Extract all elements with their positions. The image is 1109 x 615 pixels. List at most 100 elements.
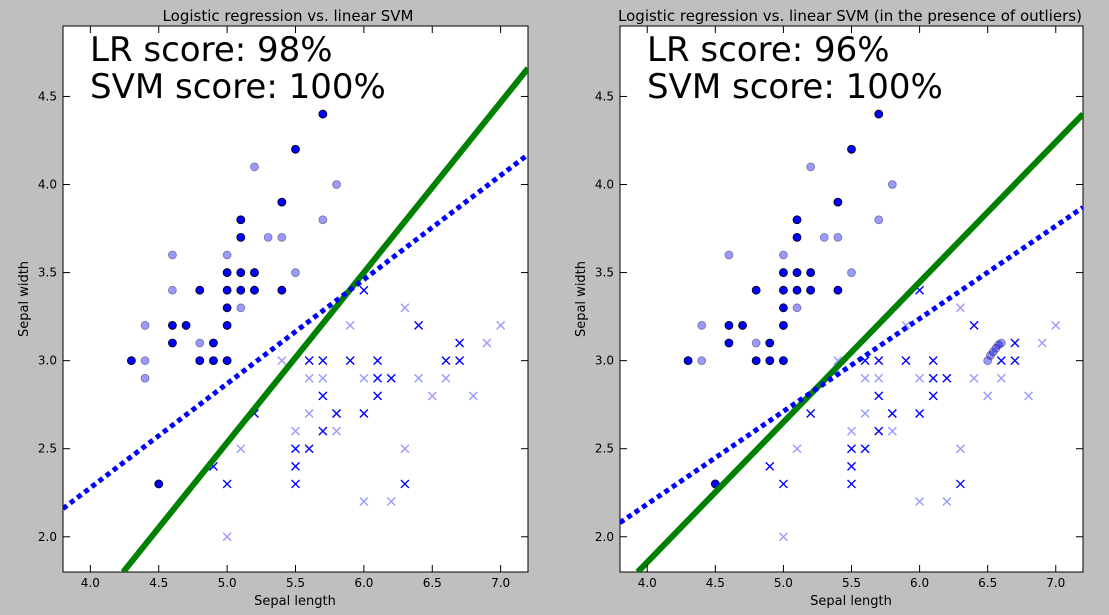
x-tick-label: 6.5: [423, 576, 442, 590]
point-x: [860, 356, 870, 366]
point-circle-faded: [332, 180, 341, 189]
point-x-faded: [359, 373, 369, 383]
point-circle-faded: [697, 321, 707, 330]
point-x-faded: [1037, 338, 1047, 348]
point-circle: [847, 144, 856, 154]
point-x: [291, 479, 300, 489]
point-x: [1010, 356, 1020, 366]
point-x: [765, 461, 775, 471]
point-circle: [195, 356, 205, 366]
y-tick-label: 4.5: [595, 89, 614, 103]
point-x-faded: [969, 373, 979, 383]
point-circle: [765, 356, 775, 366]
point-x: [318, 356, 328, 366]
point-circle-faded: [833, 232, 843, 242]
point-circle-faded: [222, 250, 232, 260]
y-tick-label: 2.0: [595, 530, 614, 544]
point-circle: [236, 232, 246, 242]
plot-area: [62, 25, 529, 573]
point-x: [928, 356, 938, 366]
point-x-faded: [942, 497, 952, 507]
point-circle: [222, 268, 232, 277]
x-tick-label: 6.0: [910, 576, 929, 590]
point-circle-faded: [697, 356, 707, 366]
point-circle-faded: [318, 215, 328, 225]
point-x: [942, 373, 952, 383]
y-tick-label: 3.5: [38, 266, 57, 280]
point-circle-faded: [988, 347, 998, 357]
point-x: [373, 356, 383, 366]
point-circle: [277, 197, 287, 207]
point-x-faded: [291, 426, 300, 436]
svm-score-annotation: SVM score: 100%: [90, 67, 386, 107]
point-circle-faded: [250, 285, 259, 295]
point-circle-faded: [779, 250, 788, 260]
point-x-faded: [400, 303, 410, 313]
point-circle: [236, 215, 246, 225]
point-circle: [181, 321, 191, 330]
lr-score-annotation: LR score: 98%: [90, 30, 333, 70]
point-x-faded: [996, 373, 1006, 383]
point-circle: [779, 321, 788, 330]
point-circle-faded: [263, 232, 273, 242]
point-circle: [126, 356, 136, 366]
y-axis-label: Sepal width: [574, 261, 589, 337]
point-circle-faded: [724, 250, 734, 260]
plot-marks: [63, 66, 528, 572]
point-circle: [683, 356, 693, 366]
point-circle-faded: [806, 162, 816, 172]
point-circle: [779, 356, 788, 366]
point-x-faded: [441, 373, 451, 383]
point-circle: [751, 356, 761, 366]
point-x: [901, 356, 911, 366]
y-axis-label: Sepal width: [17, 261, 32, 337]
point-circle: [779, 268, 788, 277]
lr-decision-line: [635, 111, 1083, 572]
point-circle: [792, 232, 802, 242]
point-circle: [779, 303, 788, 313]
point-x-faded: [304, 408, 314, 418]
point-circle-faded: [751, 338, 761, 348]
point-x: [359, 285, 369, 295]
point-circle-faded: [236, 303, 246, 313]
svm-decision-line: [620, 205, 1083, 525]
point-circle-faded: [991, 343, 1001, 353]
point-x: [915, 408, 925, 418]
point-circle-faded: [874, 215, 884, 225]
point-circle-faded: [140, 356, 150, 366]
point-x: [874, 426, 884, 436]
x-tick-label: 7.0: [1046, 576, 1065, 590]
point-x: [928, 391, 938, 401]
point-circle-faded: [140, 373, 150, 383]
y-tick-label: 4.0: [595, 178, 614, 192]
point-x: [955, 479, 965, 489]
point-x-faded: [332, 408, 342, 418]
point-circle-faded: [806, 285, 816, 295]
point-x: [318, 426, 328, 436]
point-circle: [222, 285, 232, 295]
point-circle: [318, 109, 328, 119]
chart-title: Logistic regression vs. linear SVM: [163, 7, 414, 25]
point-circle: [236, 268, 246, 277]
point-circle-faded: [195, 338, 205, 348]
point-x: [455, 338, 465, 348]
point-circle-faded: [792, 303, 802, 313]
point-x-faded: [874, 373, 884, 383]
chart-panel-left: Logistic regression vs. linear SVM 4.0 4.…: [17, 7, 529, 609]
point-x: [373, 391, 383, 401]
point-circle: [833, 197, 843, 207]
point-x: [847, 479, 856, 489]
axis-ticks: 4.0 4.5 5.0 5.5 6.0 6.5 7.0 2.0 2.5 3.0 3.5 4.0 4.5: [38, 26, 528, 590]
y-tick-label: 3.5: [595, 266, 614, 280]
point-x-faded: [778, 532, 788, 542]
point-circle-faded: [996, 338, 1006, 348]
point-x-faded: [414, 373, 424, 383]
point-x: [928, 373, 938, 383]
point-circle: [724, 338, 734, 348]
point-x: [778, 479, 788, 489]
point-x: [441, 356, 451, 366]
point-circle: [209, 338, 218, 348]
point-circle: [154, 479, 164, 489]
point-circle: [291, 144, 300, 154]
